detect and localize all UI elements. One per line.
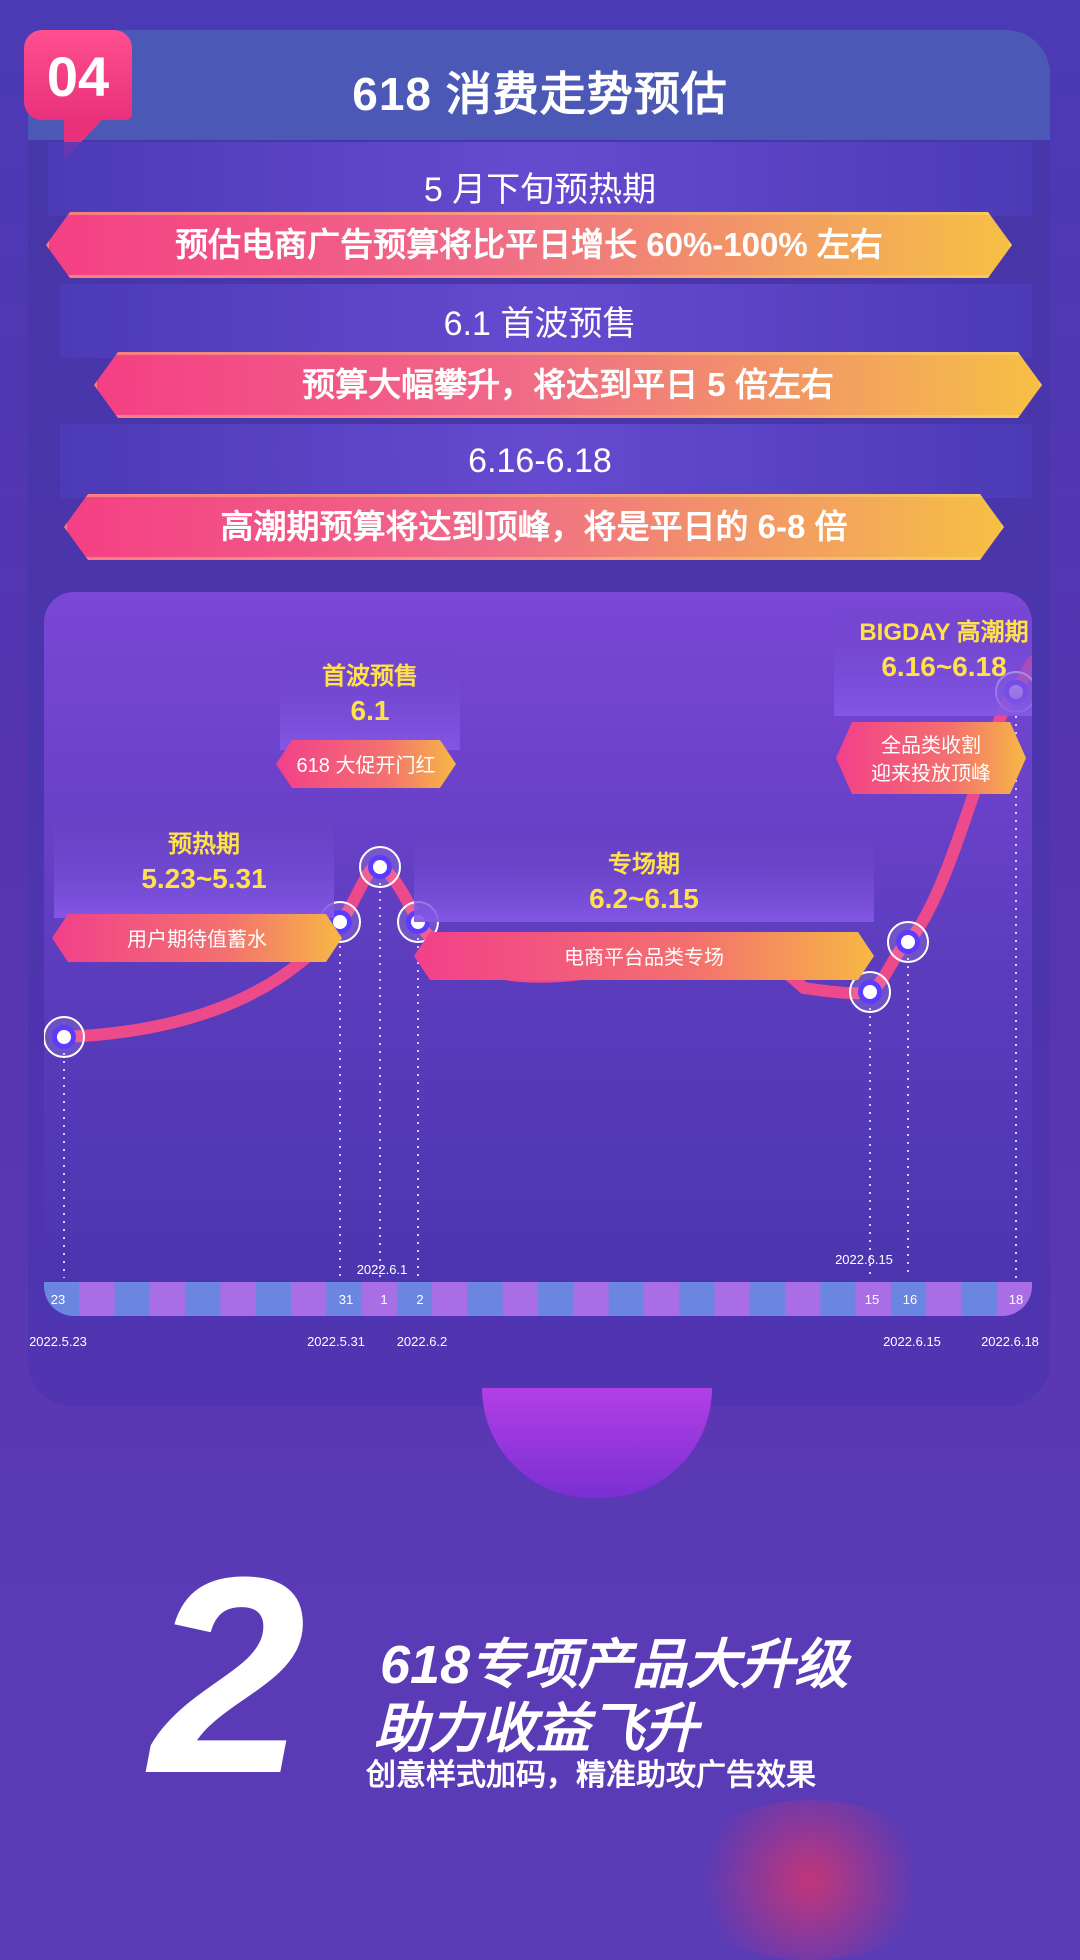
phase-band-3 [60, 424, 1032, 498]
data-point-core [901, 935, 915, 949]
callout-tag-text: 迎来投放顶峰 [871, 762, 991, 785]
timeline-label: 15 [865, 1292, 879, 1307]
timeline-label: 18 [1009, 1292, 1023, 1307]
timeline-cell [643, 1282, 680, 1316]
phase-ribbon-2: 预算大幅攀升，将达到平日 5 倍左右 [94, 352, 1042, 418]
trend-chart: 23 31 1 2 15 16 18 2022.6.1 2022.6.15 预热期 5.23~5.3… [44, 592, 1032, 1316]
callout-tag-text: 电商平台品类专场 [564, 946, 724, 969]
callout-tag-text: 全品类收割 [881, 734, 981, 757]
timeline-cell [679, 1282, 715, 1316]
timeline-label: 16 [903, 1292, 917, 1307]
timeline-cell [291, 1282, 327, 1316]
timeline-label: 1 [380, 1292, 387, 1307]
date-label-bottom: 2022.5.31 [307, 1334, 365, 1349]
date-label-bottom: 2022.6.18 [981, 1334, 1039, 1349]
callout-tag [52, 914, 342, 962]
timeline-cell [855, 1282, 892, 1316]
timeline-cell [961, 1282, 998, 1316]
timeline-cell [149, 1282, 186, 1316]
timeline-cell [714, 1282, 751, 1316]
page-title: 618 消费走势预估 [352, 68, 728, 120]
data-point-core [373, 860, 387, 874]
phase-band-1 [48, 142, 1032, 216]
callout-tag-text: 用户期待值蓄水 [127, 928, 267, 951]
callout-tag [276, 740, 456, 788]
timeline-cell [749, 1282, 786, 1316]
date-label-bottom: 2022.5.23 [29, 1334, 87, 1349]
callout-tag-text: 618 大促开门红 [297, 754, 436, 777]
data-point-core [863, 985, 877, 999]
timeline-cell [326, 1282, 363, 1316]
timeline-cell [785, 1282, 821, 1316]
timeline-cell [114, 1282, 151, 1316]
timeline-cell [538, 1282, 574, 1316]
section-number: 04 [46, 45, 110, 108]
timeline-cell [361, 1282, 398, 1316]
phase-ribbon-1: 预估电商广告预算将比平日增长 60%-100% 左右 [46, 212, 1012, 278]
timeline-cell [432, 1282, 468, 1316]
timeline-cell [79, 1282, 116, 1316]
card-header [28, 30, 1050, 140]
callout-box [54, 818, 334, 918]
callout-title: 预热期 [168, 831, 240, 858]
callout-tag [836, 722, 1026, 794]
callout-tag [414, 932, 874, 980]
promo-title-line1: 618专项产品大升级 [380, 1635, 849, 1695]
timeline-cell [926, 1282, 962, 1316]
callout-title: 首波预售 [322, 662, 418, 690]
date-label-top: 2022.6.1 [357, 1262, 408, 1277]
decor-glow [680, 1800, 940, 1960]
timeline-label: 2 [416, 1292, 423, 1307]
promo-number: 2 [150, 1520, 306, 1832]
phase-ribbon-3: 高潮期预算将达到顶峰，将是平日的 6-8 倍 [64, 494, 1004, 560]
timeline-cell [608, 1282, 645, 1316]
phase-period-2: 6.1 首波预售 [443, 305, 637, 343]
phase-band-2 [60, 284, 1032, 358]
timeline-cell [396, 1282, 433, 1316]
date-label-bottom: 2022.6.15 [883, 1334, 941, 1349]
promo-subtitle: 创意样式加码，精准助攻广告效果 [366, 1759, 816, 1792]
timeline-label: 23 [51, 1292, 65, 1307]
section-number-badge [24, 30, 132, 120]
timeline-label: 31 [339, 1292, 353, 1307]
callout-box [280, 650, 460, 750]
callout-box [834, 606, 1032, 716]
data-point-core [57, 1030, 71, 1044]
callout-title: BIGDAY 高潮期 [859, 618, 1028, 646]
data-point-core [333, 915, 347, 929]
timeline-cell [467, 1282, 504, 1316]
trend-chart-svg: 23 31 1 2 15 16 18 2022.6.1 2022.6.15 预热期 5.23~5.3… [44, 606, 1032, 1316]
timeline-cell [255, 1282, 292, 1316]
date-label-top: 2022.6.15 [835, 1252, 893, 1267]
timeline-cell [890, 1282, 927, 1316]
callout-title: 专场期 [608, 850, 680, 878]
phase-period-1: 5 月下旬预热期 [423, 171, 657, 209]
callout-range: 5.23~5.31 [141, 863, 266, 894]
timeline-cell [220, 1282, 257, 1316]
timeline-cell [185, 1282, 221, 1316]
callout-range: 6.16~6.18 [881, 651, 1006, 682]
date-label-bottom: 2022.6.2 [396, 1334, 448, 1349]
phase-period-3: 6.16-6.18 [468, 442, 612, 480]
callout-range: 6.2~6.15 [589, 883, 699, 914]
callout-range: 6.1 [351, 695, 390, 726]
callout-box [414, 838, 874, 922]
promo-title-line2: 助力收益飞升 [374, 1699, 698, 1759]
timeline-cell [573, 1282, 610, 1316]
timeline-cell [820, 1282, 857, 1316]
timeline-cell [502, 1282, 539, 1316]
